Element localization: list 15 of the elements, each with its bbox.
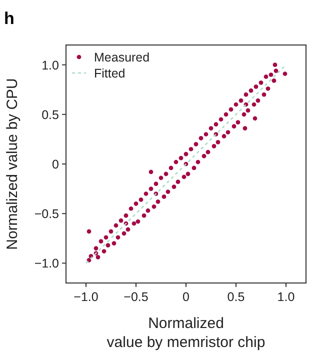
x-tick-label: −1.0 (74, 290, 98, 304)
x-tick-label: 1.0 (277, 290, 295, 304)
y-tick-label: 0.5 (42, 108, 60, 122)
x-tick-label: 0 (182, 290, 190, 304)
x-tick-label: 0.5 (227, 290, 245, 304)
x-axis-title: Normalized value by memristor chip (106, 315, 266, 351)
y-tick-label: −0.5 (34, 207, 60, 222)
y-tick-label: 0 (52, 158, 60, 172)
legend-label: Measured (94, 50, 150, 64)
y-tick-label: −1.0 (34, 256, 60, 271)
y-axis-title: Normalized value by CPU (4, 78, 21, 250)
chart-title: h (4, 9, 14, 28)
x-tick-label: −0.5 (124, 290, 148, 304)
y-tick-label: 1.0 (42, 58, 60, 72)
legend-label: Fitted (94, 66, 126, 80)
